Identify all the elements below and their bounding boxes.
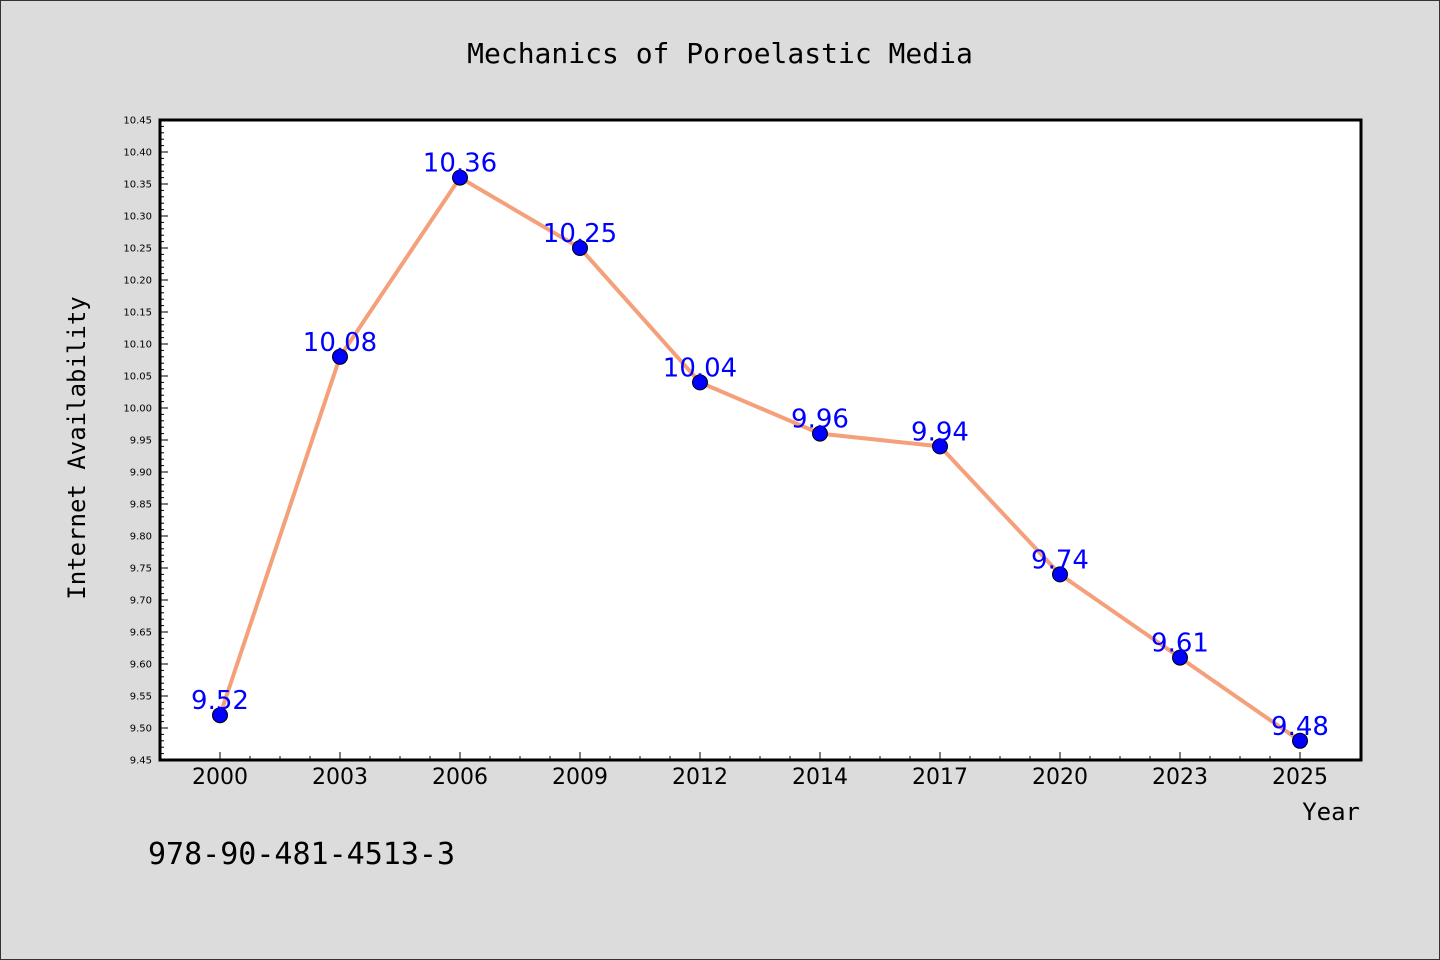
x-tick-label: 2023 [1152,765,1208,790]
y-tick-label: 10.20 [123,276,152,287]
x-tick-label: 2017 [912,765,968,790]
x-tick-label: 2025 [1272,765,1328,790]
data-point [332,348,348,365]
y-tick-label: 10.10 [123,340,152,351]
y-tick-label: 9.65 [130,628,152,639]
data-label: 10.08 [303,328,377,358]
y-tick-label: 9.70 [130,596,152,607]
y-tick-label: 9.85 [130,500,152,511]
data-point [1052,566,1068,583]
y-tick-label: 9.50 [130,724,152,735]
y-tick-label: 9.90 [130,468,152,479]
y-tick-label: 10.25 [123,244,152,255]
x-tick-label: 2020 [1032,765,1088,790]
y-tick-label: 10.40 [123,148,152,159]
x-axis-label: Year [1302,798,1360,826]
x-tick-label: 2006 [432,765,488,790]
isbn-annotation: 978-90-481-4513-3 [148,837,455,872]
data-label: 10.36 [423,149,497,179]
data-point [212,707,228,724]
data-label: 9.52 [191,686,249,716]
series-line [218,175,1302,743]
y-tick-label: 9.55 [130,692,152,703]
data-label: 9.48 [1271,712,1329,742]
data-label: 9.94 [911,417,969,447]
data-labels: 9.52 10.08 10.36 10.25 10.04 9.96 9.94 9.74 9.61… [191,149,1329,742]
plot-area [158,118,1363,762]
data-point [452,169,468,186]
data-point [812,425,828,442]
x-axis: 2000 2003 2006 2009 2012 2014 2017 2020 2023 2025 [192,752,1328,790]
data-points [212,169,1308,749]
data-point [1292,732,1308,749]
data-label: 9.74 [1031,545,1089,575]
y-tick-label: 10.45 [123,116,152,127]
y-tick-label: 9.60 [130,660,152,671]
x-tick-label: 2000 [192,765,248,790]
y-tick-label: 10.30 [123,212,152,223]
data-label: 10.04 [663,353,737,383]
data-label: 9.96 [791,405,849,435]
y-tick-label: 10.15 [123,308,152,319]
data-label: 9.61 [1151,629,1209,659]
x-tick-label: 2014 [792,765,848,790]
x-tick-label: 2009 [552,765,608,790]
series-line-path [218,175,1302,743]
y-tick-label: 9.75 [130,564,152,575]
data-label: 10.25 [543,219,617,249]
y-axis: 9.45 9.50 9.55 9.60 9.65 9.70 9.75 9.80 9.85 9.90… [123,116,168,767]
x-tick-label: 2012 [672,765,728,790]
data-point [572,240,588,256]
chart-title: Mechanics of Poroelastic Media [467,37,973,70]
data-point [692,374,708,391]
y-tick-label: 9.95 [130,436,152,447]
y-tick-label: 10.35 [123,180,152,191]
y-tick-label: 9.45 [130,756,152,767]
data-point [932,438,948,455]
y-tick-label: 10.00 [123,404,152,415]
y-tick-label: 10.05 [123,372,152,383]
y-axis-label: Internet Availability [63,296,91,599]
y-tick-label: 9.80 [130,532,152,543]
data-point [1172,649,1188,666]
x-tick-label: 2003 [312,765,368,790]
